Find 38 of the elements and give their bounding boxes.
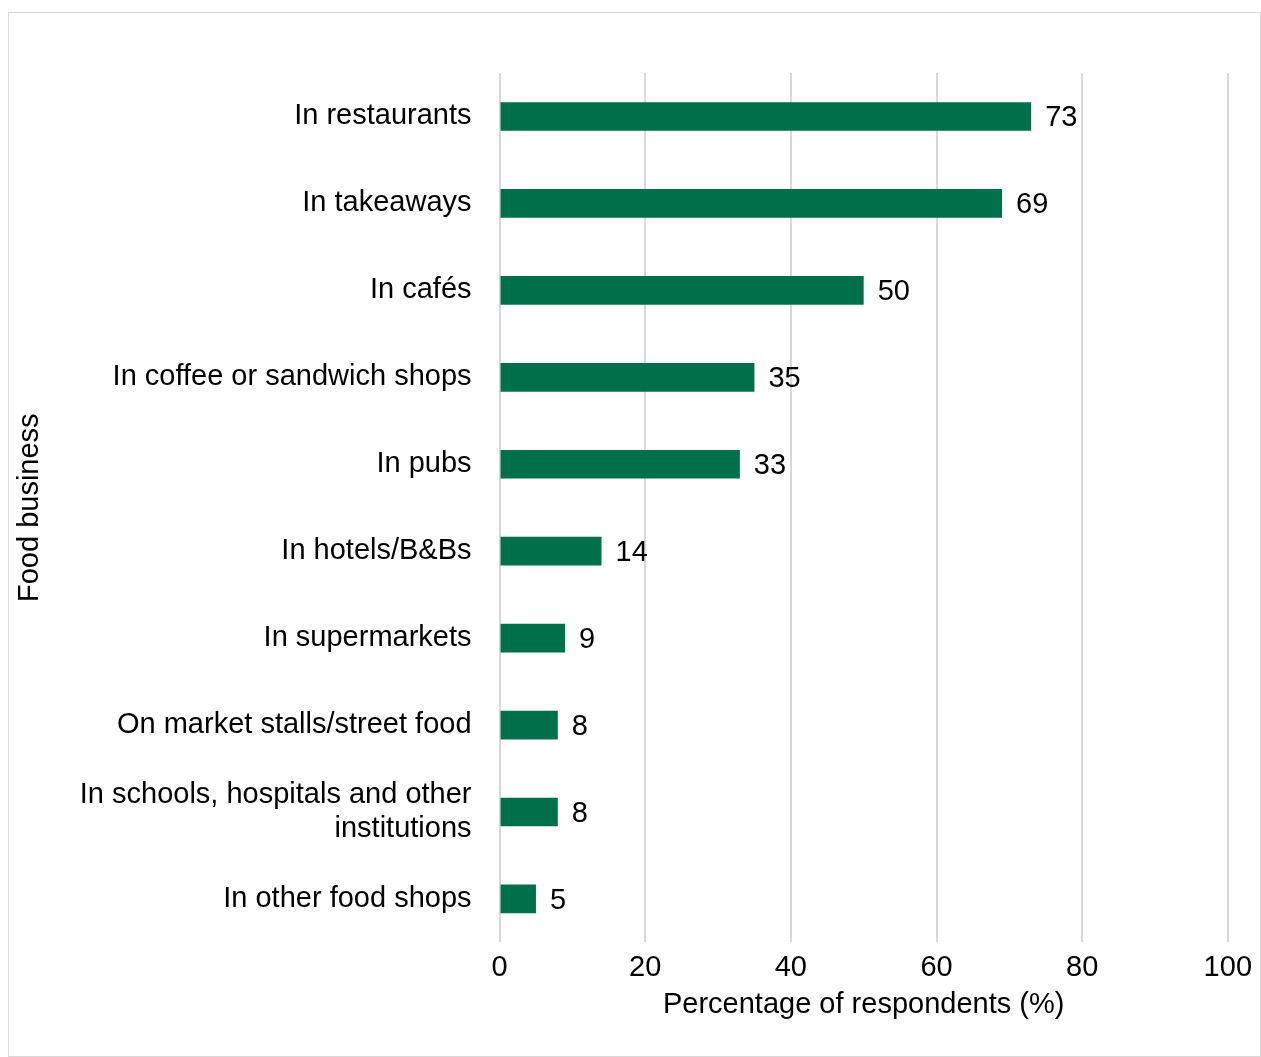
data-label: 69 (1016, 187, 1049, 220)
y-tick-label: In pubs (376, 446, 472, 479)
x-tick-label: 40 (774, 949, 807, 982)
x-axis-title: Percentage of respondents (%) (662, 986, 1065, 1019)
y-tick-label: In cafés (369, 272, 472, 305)
x-tick-label: 60 (920, 949, 953, 982)
bar (500, 536, 602, 566)
y-tick-label: In schools, hospitals and other institutions (79, 776, 472, 844)
data-label: 35 (768, 361, 801, 394)
data-label: 5 (549, 882, 567, 915)
bar (500, 449, 740, 479)
y-tick-label: In coffee or sandwich shops (112, 359, 472, 392)
y-tick-label: In supermarkets (263, 620, 472, 653)
y-tick-label: In restaurants (294, 98, 472, 131)
data-label: 73 (1045, 100, 1078, 133)
bar (500, 362, 755, 392)
data-label: 50 (877, 274, 910, 307)
x-tick-label: 20 (629, 949, 662, 982)
data-label: 8 (571, 795, 588, 828)
bar (500, 797, 558, 827)
bar (500, 276, 864, 305)
x-tick-label: 0 (491, 949, 508, 982)
bar (500, 884, 536, 914)
data-label: 33 (753, 448, 787, 481)
y-axis-title: Food business (12, 413, 45, 603)
x-tick-label: 80 (1066, 949, 1099, 982)
bar (500, 102, 1032, 131)
y-tick-label: In takeaways (302, 185, 472, 218)
y-tick-label: In hotels/B&Bs (281, 533, 472, 566)
bar (500, 189, 1003, 218)
data-label: 14 (615, 535, 648, 568)
bar (500, 710, 558, 740)
data-label: 8 (571, 709, 588, 742)
x-tick-label: 100 (1203, 949, 1252, 982)
data-label: 9 (579, 622, 596, 655)
y-tick-label: In other food shops (223, 880, 472, 913)
bar (500, 623, 566, 653)
y-tick-label: On market stalls/street food (116, 707, 472, 740)
